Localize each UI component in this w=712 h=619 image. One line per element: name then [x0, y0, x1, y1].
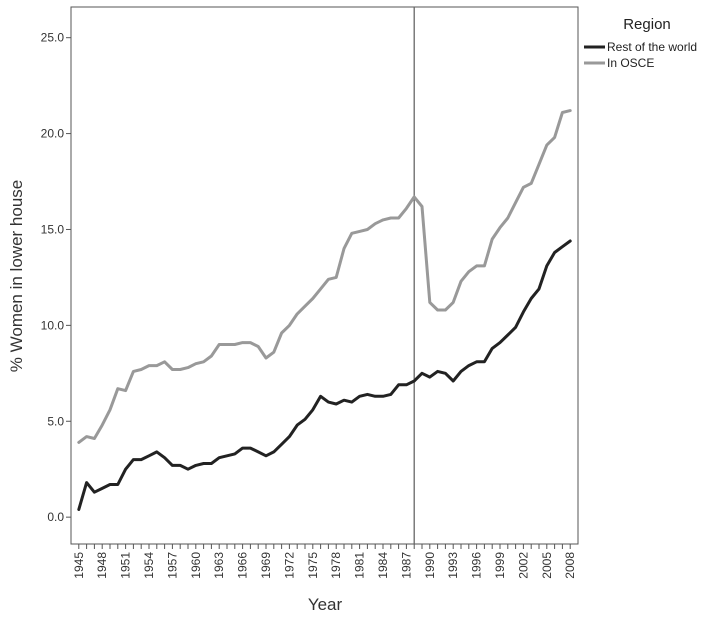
x-tick-label: 1969	[259, 552, 273, 579]
y-tick-label: 0.0	[47, 510, 64, 524]
x-tick-label: 1948	[95, 552, 109, 579]
y-tick-label: 25.0	[41, 31, 65, 45]
y-axis: 0.0 5.0 10.0 15.0 20.0 25.0	[41, 31, 71, 524]
x-tick-label: 1963	[212, 552, 226, 579]
x-axis: 1945 1948 1951 1954 1957 1960 1963 1966 1969 1972…	[72, 544, 577, 579]
x-tick-label: 1990	[423, 552, 437, 579]
plot-frame	[70, 6, 579, 545]
x-tick-label: 1945	[72, 552, 86, 579]
x-tick-label: 1999	[493, 552, 507, 579]
x-tick-label: 1954	[142, 552, 156, 579]
legend-label-in-osce: In OSCE	[607, 56, 654, 70]
x-tick-label: 1957	[165, 552, 179, 579]
x-tick-label: 1996	[470, 552, 484, 579]
series-line-in-osce	[77, 109, 572, 444]
x-tick-label: 1978	[329, 552, 343, 579]
legend-label-rest-of-world: Rest of the world	[607, 40, 697, 54]
legend: Region Rest of the world In OSCE	[584, 16, 697, 70]
x-axis-title: Year	[308, 595, 343, 614]
series-layer	[77, 109, 572, 511]
x-tick-label: 2002	[516, 552, 530, 579]
x-tick-label: 1951	[119, 552, 133, 579]
y-tick-label: 20.0	[41, 127, 65, 141]
x-tick-label: 1972	[282, 552, 296, 579]
y-tick-label: 5.0	[47, 414, 64, 428]
x-tick-label: 1984	[376, 552, 390, 579]
x-tick-label: 2005	[540, 552, 554, 579]
x-tick-label: 1993	[446, 552, 460, 579]
x-tick-label: 1987	[399, 552, 413, 579]
x-tick-label: 1960	[189, 552, 203, 579]
y-axis-title: % Women in lower house	[7, 180, 26, 372]
x-tick-label: 1981	[353, 552, 367, 579]
y-tick-label: 10.0	[41, 318, 65, 332]
x-tick-label: 1966	[236, 552, 250, 579]
x-tick-label: 2008	[563, 552, 577, 579]
legend-title: Region	[623, 16, 671, 33]
x-tick-label: 1975	[306, 552, 320, 579]
y-tick-label: 15.0	[41, 222, 65, 236]
series-line-rest-of-the-world	[77, 239, 572, 511]
